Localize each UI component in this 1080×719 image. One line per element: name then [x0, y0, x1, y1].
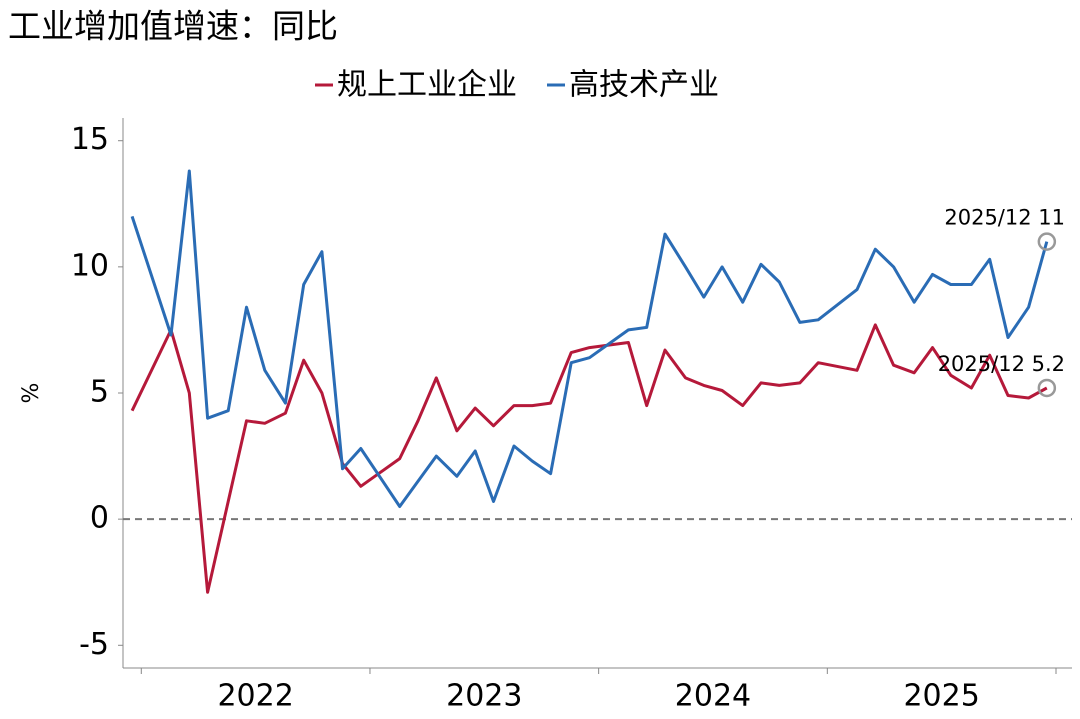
annotation-label: 2025/12 11 — [944, 206, 1065, 230]
chart-title: 工业增加值增速：同比 — [8, 7, 338, 46]
x-tick-label: 2023 — [446, 679, 522, 714]
x-tick-label: 2025 — [903, 679, 979, 714]
x-tick-label: 2022 — [217, 679, 293, 714]
x-tick-label: 2024 — [675, 679, 751, 714]
y-tick-label: -5 — [79, 627, 109, 662]
annotation-marker — [1037, 378, 1057, 398]
series-line — [130, 169, 1049, 508]
annotation-marker — [1037, 232, 1057, 251]
y-tick-label: 5 — [90, 375, 109, 410]
y-tick-label: 15 — [71, 122, 109, 157]
y-tick-label: 10 — [71, 248, 109, 283]
y-axis-label: % — [19, 383, 44, 404]
annotation-label: 2025/12 5.2 — [938, 352, 1065, 376]
legend-label: 规上工业企业 — [337, 68, 517, 103]
legend-label: 高技术产业 — [569, 68, 719, 103]
series-line — [130, 323, 1048, 594]
y-tick-label: 0 — [90, 501, 109, 536]
